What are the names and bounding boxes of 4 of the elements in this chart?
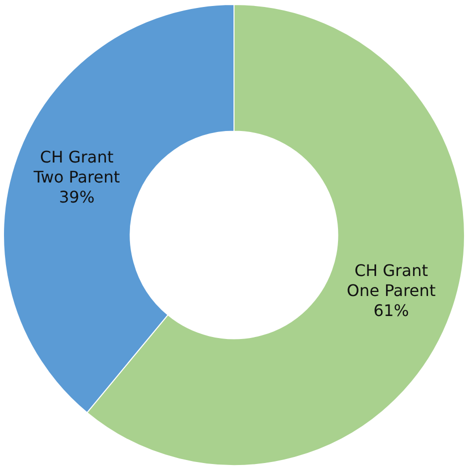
data-label: 39%	[58, 188, 95, 207]
data-label: 61%	[373, 300, 410, 320]
slice-label: CH Grant Two Parent	[32, 148, 120, 187]
slice-label: CH Grant One Parent	[346, 260, 436, 300]
